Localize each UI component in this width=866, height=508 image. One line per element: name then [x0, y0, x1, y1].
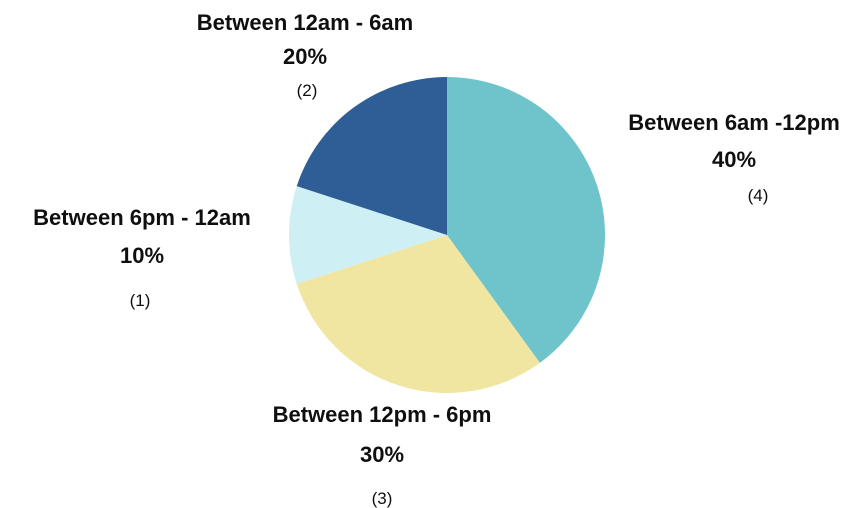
slice-percent: 20% [283, 44, 327, 69]
slice-percent: 30% [360, 442, 404, 467]
slice-label-group-12am-6am: Between 12am - 6am 20% (2) [197, 10, 413, 100]
slice-label: Between 6pm - 12am [33, 205, 251, 230]
slice-count: (4) [748, 186, 769, 205]
slice-label: Between 12pm - 6pm [273, 402, 492, 427]
pie-slices [289, 77, 605, 394]
slice-label: Between 6am -12pm [628, 110, 840, 135]
slice-label: Between 12am - 6am [197, 10, 413, 35]
slice-label-group-6am-12pm: Between 6am -12pm 40% (4) [628, 110, 840, 205]
slice-6am-12pm [447, 77, 605, 363]
slice-count: (3) [372, 489, 393, 508]
slice-12am-6am [296, 77, 447, 235]
slice-label-group-12pm-6pm: Between 12pm - 6pm 30% (3) [273, 402, 492, 508]
slice-12pm-6pm [296, 235, 540, 394]
slice-count: (2) [297, 81, 318, 100]
slice-6pm-12am [289, 186, 447, 284]
slice-percent: 40% [712, 147, 756, 172]
slice-count: (1) [130, 291, 151, 310]
slice-label-group-6pm-12am: Between 6pm - 12am 10% (1) [33, 205, 251, 310]
slice-percent: 10% [120, 243, 164, 268]
